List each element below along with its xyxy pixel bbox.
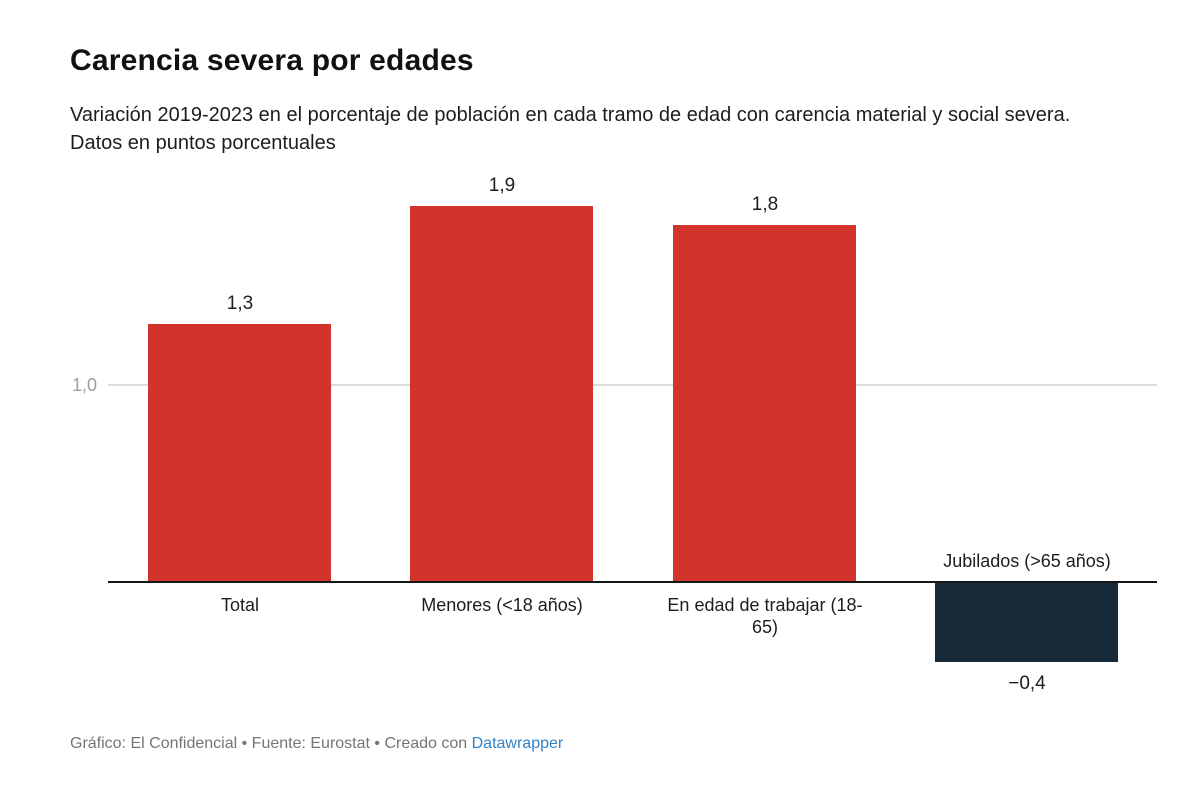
chart-title: Carencia severa por edades [70,44,474,77]
y-tick-label-1-0: 1,0 [71,375,97,395]
x-axis-label-en-edad-de-trabajar-18-65: En edad de trabajar (18-65) [667,595,863,637]
chart-subtitle: Variación 2019-2023 en el porcentaje de … [70,104,1071,155]
gridline-1-0 [108,384,1157,386]
bar-total[interactable] [148,324,331,581]
x-axis-label-jubilados-65-a-os: Jubilados (>65 años) [943,551,1111,571]
value-label-total: 1,3 [226,293,254,314]
value-label-jubilados-65-a-os: −0,4 [1008,673,1046,694]
x-axis-label-menores-18-a-os: Menores (<18 años) [421,595,583,615]
datawrapper-link[interactable]: Datawrapper [471,735,564,752]
bar-en-edad-de-trabajar-18-65[interactable] [673,225,856,581]
chart-footer: Gráfico: El Confidencial • Fuente: Euros… [70,734,563,754]
bar-jubilados-65-a-os[interactable] [935,583,1118,662]
x-axis-label-total: Total [220,595,260,615]
footer-credit-text: Gráfico: El Confidencial • Fuente: Euros… [70,735,472,752]
bar-menores-18-a-os[interactable] [410,206,593,581]
value-label-menores-18-a-os: 1,9 [488,175,516,196]
value-label-en-edad-de-trabajar-18-65: 1,8 [751,194,779,215]
x-axis-zero-line [108,581,1157,583]
